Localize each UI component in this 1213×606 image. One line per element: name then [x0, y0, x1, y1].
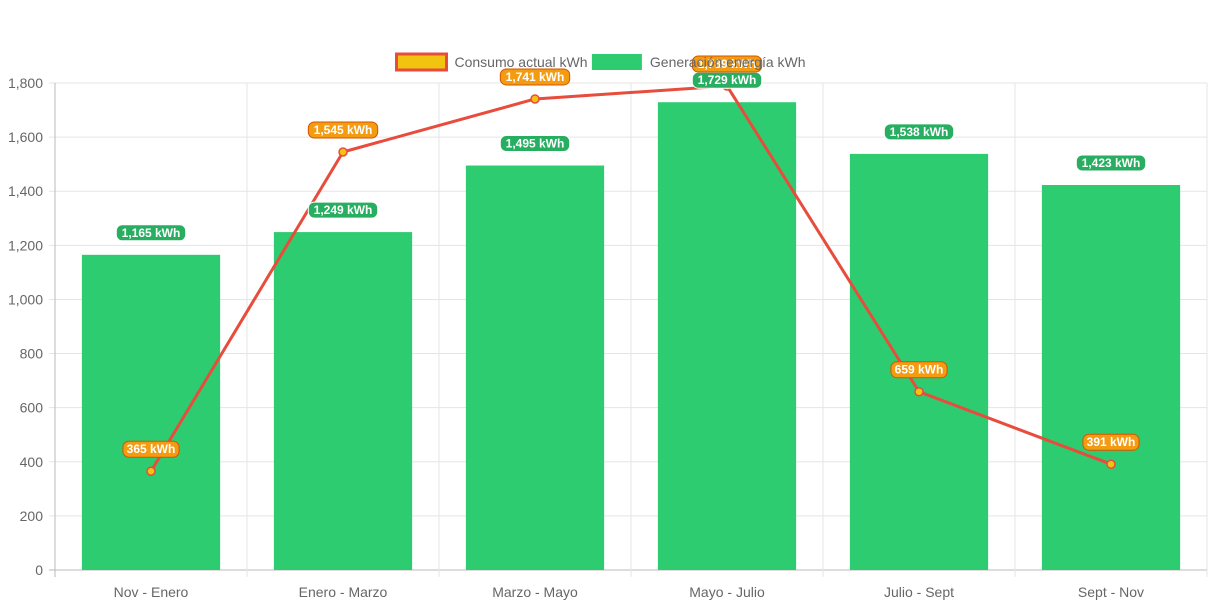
bar-data-label: 1,495 kWh: [499, 135, 571, 153]
x-tick-label: Nov - Enero: [114, 584, 189, 600]
axis-layer: 0 200 400 600 800 1,000 1,200 1,400 1,600 1,800 No…: [8, 75, 1144, 600]
line-point[interactable]: [1106, 459, 1116, 469]
line-data-label: 1,741 kWh: [499, 68, 571, 86]
bar-data-label-bg: [1075, 154, 1147, 172]
y-tick-label: 600: [20, 400, 44, 416]
y-tick-label: 400: [20, 454, 44, 470]
line-data-label: 365 kWh: [122, 440, 180, 458]
line-data-label: 391 kWh: [1082, 433, 1140, 451]
x-tick-label: Julio - Sept: [884, 584, 954, 600]
line-data-label: 1,545 kWh: [307, 121, 379, 139]
x-tick-label: Mayo - Julio: [689, 584, 765, 600]
line-point[interactable]: [914, 386, 924, 397]
bar-data-label-bg: [307, 201, 379, 219]
y-tick-label: 200: [20, 508, 44, 524]
line-data-label-text: 391 kWh: [1087, 435, 1136, 449]
bar-data-label-bg: [883, 123, 955, 141]
bar-data-label-text: 1,249 kWh: [314, 203, 373, 217]
legend-swatch: [395, 52, 448, 72]
y-tick-label: 1,800: [8, 75, 43, 91]
legend-label: Generación energía kWh: [650, 54, 806, 70]
line-data-label-bg: [122, 440, 180, 458]
y-tick-label: 1,600: [8, 129, 43, 145]
legend-item-consumption[interactable]: Consumo actual kWh: [395, 52, 588, 72]
line-data-label-text: 1,741 kWh: [506, 70, 565, 84]
bar-data-label: 1,423 kWh: [1075, 154, 1147, 172]
bar[interactable]: [465, 165, 605, 570]
line-data-label-text: 1,789 kWh: [698, 57, 757, 71]
line-data-label-bg: [499, 68, 571, 86]
bar-data-label-bg: [499, 135, 571, 153]
y-tick-label: 1,400: [8, 183, 43, 199]
bar-data-label: 1,538 kWh: [883, 123, 955, 141]
line-data-label-bg: [691, 55, 763, 73]
line-data-label-text: 1,545 kWh: [314, 123, 373, 137]
x-tick-label: Enero - Marzo: [299, 584, 388, 600]
bar-data-label-text: 1,165 kWh: [122, 226, 181, 240]
y-tick-label: 800: [20, 346, 44, 362]
bar-label-layer: 1,165 kWh 1,249 kWh 1,495 kWh 1,729 kWh 1,53…: [115, 71, 1147, 242]
bar-data-label: 1,249 kWh: [307, 201, 379, 219]
legend-item-generation[interactable]: Generación energía kWh: [591, 54, 806, 70]
bar[interactable]: [1041, 184, 1181, 570]
grid-layer: [49, 82, 1208, 577]
y-tick-label: 1,200: [8, 237, 43, 253]
legend-swatch: [591, 54, 642, 70]
line-data-label-bg: [307, 121, 379, 139]
x-tick-label: Marzo - Mayo: [492, 584, 578, 600]
legend-label: Consumo actual kWh: [455, 54, 588, 70]
y-tick-label: 1,000: [8, 291, 43, 307]
bar[interactable]: [81, 254, 221, 570]
bar-data-label-text: 1,495 kWh: [506, 137, 565, 151]
line-point[interactable]: [338, 147, 348, 157]
line-data-label-text: 365 kWh: [127, 442, 176, 456]
line-data-label-bg: [1082, 433, 1140, 451]
bar-data-label-text: 1,729 kWh: [698, 73, 757, 87]
x-tick-label: Sept - Nov: [1078, 584, 1144, 600]
legend[interactable]: Consumo actual kWh Generación energía kWh: [395, 52, 806, 72]
line-data-label-text: 659 kWh: [895, 363, 944, 377]
line-point[interactable]: [146, 466, 156, 476]
y-tick-label: 0: [35, 562, 43, 578]
bar[interactable]: [273, 232, 413, 570]
line-data-label: 659 kWh: [890, 361, 948, 379]
line-point[interactable]: [530, 94, 540, 104]
line-data-label: 1,789 kWh: [691, 55, 763, 73]
line-label-layer: 365 kWh 1,545 kWh 1,741 kWh 1,789 kWh 659 kW…: [122, 55, 1140, 458]
bar-layer: [81, 102, 1181, 570]
bar-data-label-bg: [115, 224, 187, 242]
bar[interactable]: [657, 102, 797, 570]
bar-data-label-text: 1,423 kWh: [1082, 156, 1141, 170]
bar-data-label: 1,729 kWh: [691, 71, 763, 89]
line-data-label-bg: [890, 361, 948, 379]
bar-data-label: 1,165 kWh: [115, 224, 187, 242]
bar-data-label-text: 1,538 kWh: [890, 125, 949, 139]
